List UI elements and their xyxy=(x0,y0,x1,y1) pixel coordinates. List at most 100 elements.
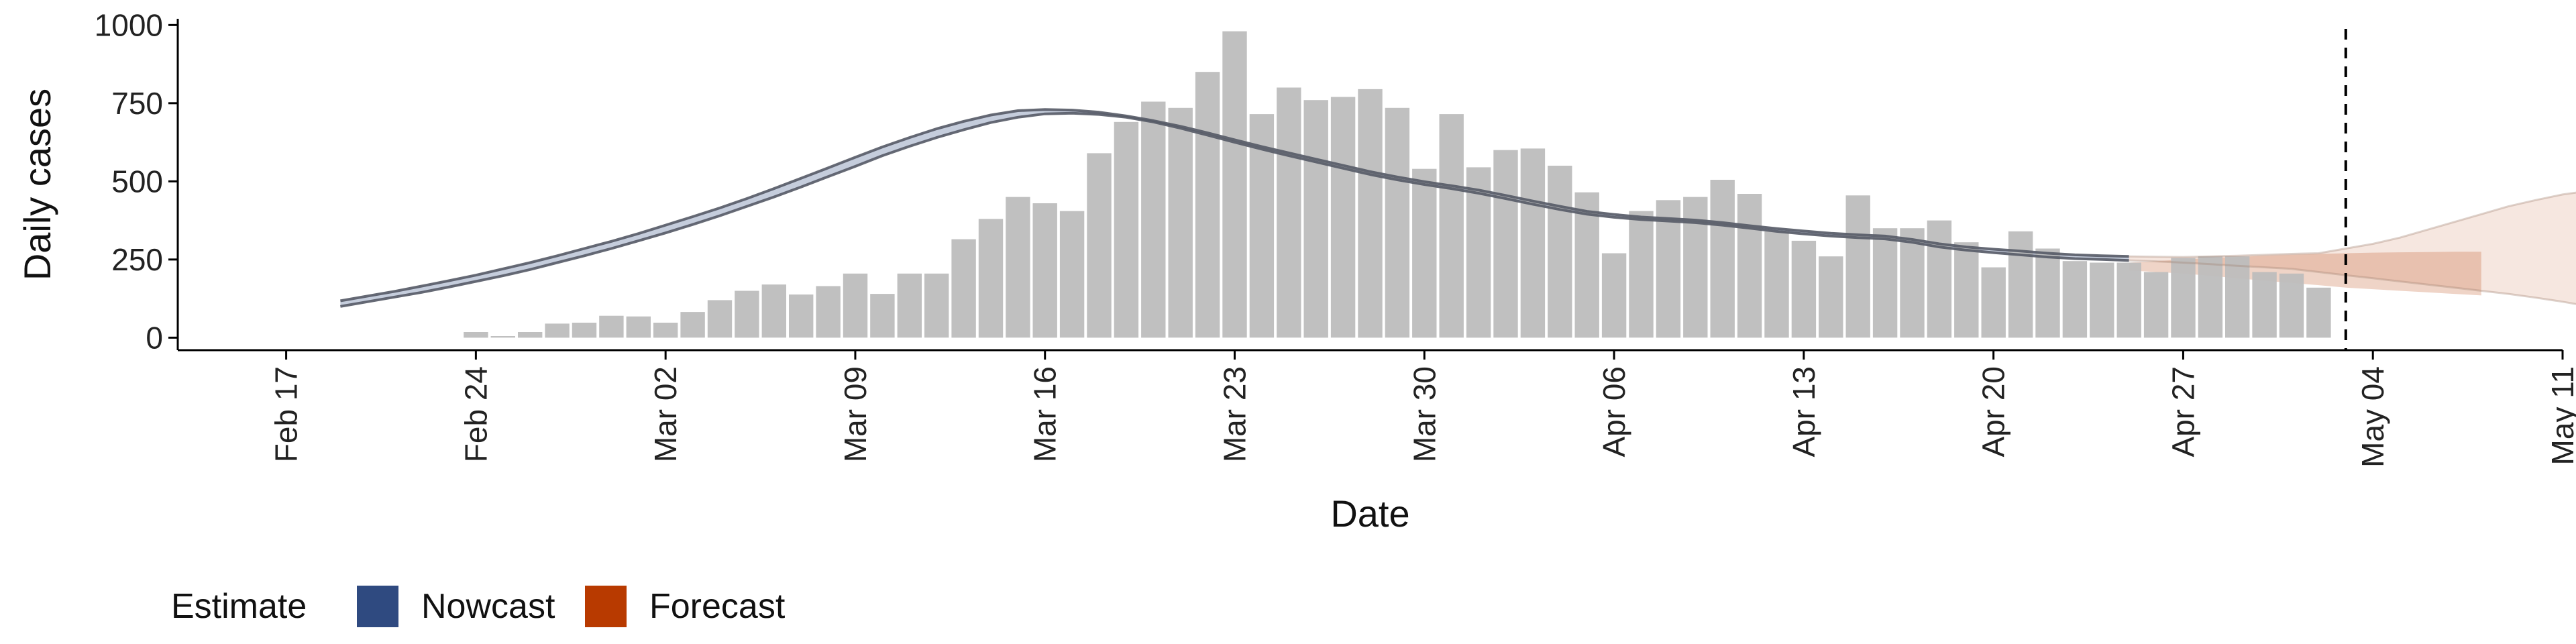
case-bar xyxy=(2143,272,2169,338)
case-bar xyxy=(843,273,868,338)
case-bar xyxy=(1412,168,1437,338)
case-bar xyxy=(1439,114,1464,338)
case-bar xyxy=(1087,153,1112,338)
case-bar xyxy=(1872,228,1898,338)
case-bar xyxy=(951,239,976,338)
case-bar xyxy=(599,315,624,338)
case-bar xyxy=(490,336,515,338)
case-bar xyxy=(2198,256,2223,338)
case-bar xyxy=(978,219,1004,338)
infections-forecast-lower-line xyxy=(2129,259,2576,305)
case-bar xyxy=(1819,256,1843,338)
case-bar xyxy=(707,300,733,338)
x-tick-label: Mar 09 xyxy=(838,366,873,462)
x-tick-label: Mar 16 xyxy=(1028,366,1063,462)
case-bar xyxy=(735,290,759,338)
y-axis-title: Daily cases xyxy=(16,89,58,280)
case-bar xyxy=(1277,87,1301,338)
case-bar xyxy=(2252,272,2277,338)
x-tick-label: Feb 17 xyxy=(269,366,304,462)
case-bar xyxy=(1900,228,1925,338)
case-bar xyxy=(1791,240,1817,338)
legend-swatch-forecast xyxy=(585,586,627,627)
x-tick-label: May 11 xyxy=(2545,366,2576,465)
case-bar xyxy=(1032,203,1057,338)
case-bar xyxy=(1574,192,1599,338)
case-bar xyxy=(897,273,922,338)
x-tick-label: Mar 23 xyxy=(1218,366,1252,462)
legend-label-forecast: Forecast xyxy=(649,587,786,626)
case-bar xyxy=(518,332,543,338)
case-bar xyxy=(924,273,949,338)
y-tick-label: 500 xyxy=(111,164,163,199)
case-bar xyxy=(1059,211,1085,338)
case-bar xyxy=(1385,107,1410,338)
case-bar xyxy=(2090,262,2114,338)
case-bar xyxy=(1114,121,1139,338)
x-tick-label: Feb 24 xyxy=(458,366,493,462)
legend-title: Estimate xyxy=(171,587,307,626)
y-tick-label: 750 xyxy=(111,86,163,121)
reported-cases-bars xyxy=(464,31,2331,338)
x-tick-label: Apr 06 xyxy=(1597,366,1631,458)
case-bar xyxy=(1548,166,1572,338)
case-bar xyxy=(2171,258,2196,338)
legend: Estimate Nowcast Forecast xyxy=(171,586,786,627)
y-tick-label: 0 xyxy=(146,320,163,355)
case-bar xyxy=(464,332,488,338)
estimate-lines xyxy=(340,108,2576,308)
infections-forecast-band xyxy=(2129,193,2576,305)
case-bar xyxy=(1601,253,1627,338)
x-tick-label: Apr 20 xyxy=(1976,366,2011,458)
y-axis-ticks: 0 250 500 750 1000 xyxy=(95,7,178,355)
case-bar xyxy=(2035,248,2060,338)
case-bar xyxy=(572,323,597,338)
y-tick-label: 1000 xyxy=(95,7,163,42)
case-bar xyxy=(2062,261,2088,338)
infections-forecast-upper-line xyxy=(2129,191,2576,258)
x-tick-label: Apr 13 xyxy=(1786,366,1821,458)
case-bar xyxy=(1195,72,1220,338)
case-bar xyxy=(1330,97,1356,338)
case-bar xyxy=(1168,107,1193,338)
case-bar xyxy=(1656,200,1681,338)
case-bar xyxy=(2279,273,2304,338)
case-bar xyxy=(545,323,570,338)
case-bar xyxy=(1927,220,1952,338)
case-bar xyxy=(1222,31,1247,338)
case-bar xyxy=(2116,262,2141,338)
x-axis-ticks: Feb 17 Feb 24 Mar 02 Mar 09 Mar 16 Mar 23 Mar … xyxy=(269,350,2576,468)
case-bar xyxy=(1629,211,1654,338)
case-bar xyxy=(1358,89,1383,338)
case-bar xyxy=(789,294,814,338)
case-bar xyxy=(1710,180,1735,338)
infections-lower-line xyxy=(340,111,2129,308)
case-bar xyxy=(761,284,786,338)
case-bar xyxy=(1493,150,1518,338)
x-tick-label: May 04 xyxy=(2355,366,2390,468)
y-tick-label: 250 xyxy=(111,242,163,277)
case-bar xyxy=(870,294,895,338)
case-bar xyxy=(1981,267,2006,338)
x-tick-label: Mar 02 xyxy=(648,366,683,462)
case-bar xyxy=(2225,256,2250,338)
case-bar xyxy=(1303,100,1328,338)
case-bar xyxy=(2008,231,2033,338)
case-bar xyxy=(1737,194,1762,338)
case-bar xyxy=(653,323,678,338)
legend-label-nowcast: Nowcast xyxy=(421,587,555,626)
infections-upper-line xyxy=(340,108,2129,303)
case-bar xyxy=(680,312,705,338)
case-bar xyxy=(1764,231,1789,338)
case-bar xyxy=(1845,195,1870,338)
x-axis-title: Date xyxy=(1330,492,1409,535)
case-bar xyxy=(1520,148,1546,338)
case-bar xyxy=(816,286,841,338)
case-bar xyxy=(1141,101,1166,338)
case-bar xyxy=(1683,197,1708,338)
case-bar xyxy=(2306,287,2331,338)
case-bar xyxy=(1954,242,1979,338)
case-bar xyxy=(626,316,651,338)
legend-swatch-nowcast xyxy=(357,586,398,627)
